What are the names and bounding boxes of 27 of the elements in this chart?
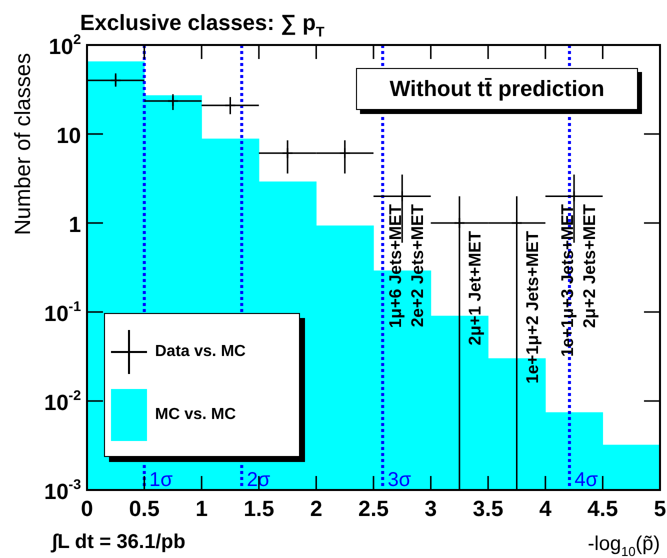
annotation: 1μ+6 Jets+MET	[386, 204, 406, 328]
annotation: 2e+2 Jets+MET	[408, 204, 428, 328]
x-tick-label: 3.5	[472, 496, 504, 521]
ref-line-label: 1σ	[149, 469, 174, 491]
annotation: 1e+1μ+3 Jets+MET	[558, 204, 578, 357]
legend-label: Data vs. MC	[155, 342, 246, 360]
x-tick-label: 5	[654, 496, 666, 521]
text: ∫L dt = 36.1/pb	[50, 531, 186, 553]
x-tick-label: 1	[195, 496, 208, 521]
ref-line-label: 4σ	[574, 469, 599, 491]
x-tick-label: 3	[424, 496, 437, 521]
y-axis-title: Number of classes	[10, 52, 35, 236]
annotation: 2μ+1 Jet+MET	[465, 230, 484, 346]
series-label: MC vs. MC	[155, 406, 236, 424]
annotation: 2μ+2 Jets+MET	[580, 204, 600, 328]
ref-line-label: 3σ	[388, 469, 412, 491]
x-tick-label: 1.5	[244, 496, 274, 521]
annotation: 1e+1μ+2 Jets+MET	[522, 230, 542, 384]
x-tick-label: 4	[539, 496, 552, 521]
x-tick-label: 0	[80, 496, 94, 521]
x-tick-label: 2	[310, 496, 322, 521]
x-tick-label: 0.5	[129, 496, 160, 521]
y-tick-label: 1	[68, 212, 82, 237]
x-tick-label: 4.5	[587, 496, 618, 521]
x-tick-label: 2.5	[358, 496, 389, 521]
annotation: Without tt̄ prediction	[356, 68, 638, 110]
y-tick-label: 10	[56, 123, 82, 148]
